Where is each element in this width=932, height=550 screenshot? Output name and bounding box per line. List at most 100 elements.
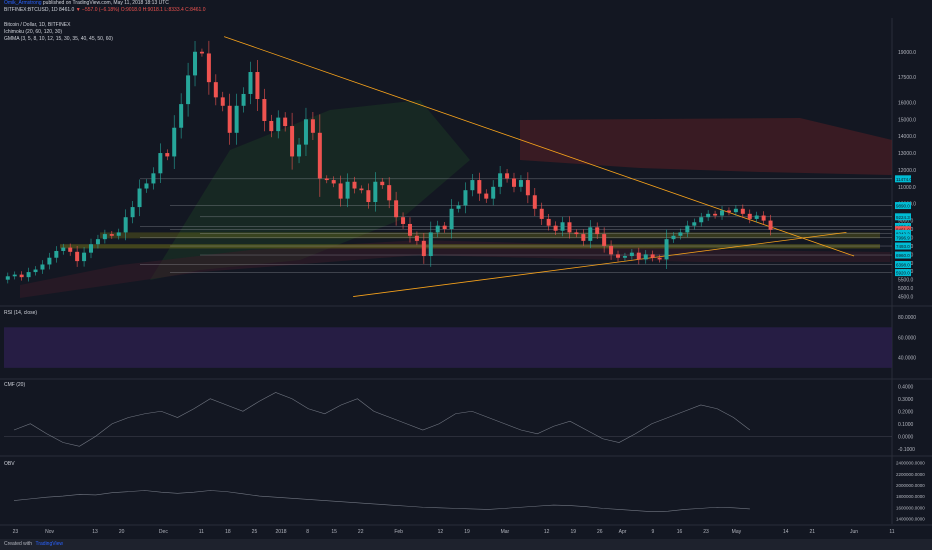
time-axis-label: 12 — [544, 529, 550, 535]
candle-body — [82, 252, 87, 262]
indicator-ichimoku[interactable]: Ichimoku (20, 60, 120, 30) — [4, 29, 63, 35]
candle-body — [345, 181, 350, 199]
ichimoku-cloud-red — [520, 118, 892, 175]
candle-body — [414, 235, 419, 241]
candle-body — [692, 222, 697, 226]
candle-body — [324, 178, 329, 181]
candle-body — [532, 195, 537, 209]
candle-body — [733, 208, 738, 213]
ichimoku-cloud-green — [150, 100, 470, 280]
candle-body — [331, 180, 336, 184]
candle-body — [678, 232, 683, 236]
price-axis-label: 4500.0 — [898, 295, 914, 301]
candle-body — [26, 272, 31, 278]
candle-body — [595, 227, 600, 235]
ohlc-text: O:9018.0 H:9018.1 L:8333.4 C:8461.0 — [120, 7, 206, 13]
price-level-label: 8242.2 — [896, 231, 910, 236]
obv-axis-label: 2000000.0000 — [896, 483, 925, 488]
published-text: published on TradingView.com, May 11, 20… — [42, 0, 169, 6]
candle-body — [546, 218, 551, 226]
candle-body — [283, 117, 288, 127]
symbol-line: BITFINEX:BTCUSD, 1D 8461.0 — [4, 7, 75, 13]
candle-body — [262, 99, 267, 121]
candle-body — [477, 180, 482, 194]
candle-body — [303, 119, 308, 145]
time-axis-label: 23 — [703, 529, 709, 535]
cmf-pane-label[interactable]: CMF (20) — [4, 382, 26, 388]
author-link[interactable]: Omik_Armstrong — [4, 0, 42, 6]
candle-body — [643, 254, 648, 260]
created-with-text: Created with — [4, 541, 33, 547]
candle-body — [144, 183, 149, 189]
candle-body — [338, 183, 343, 199]
candle-body — [12, 274, 17, 277]
price-level-tag — [895, 242, 911, 250]
candle-body — [428, 232, 433, 257]
price-level-tag — [895, 226, 911, 234]
candle-body — [68, 247, 73, 252]
cmf-axis-label: -0.1000 — [898, 447, 915, 453]
price-axis-label: 11000.0 — [898, 185, 916, 191]
time-axis-label: 8 — [306, 529, 309, 535]
obv-axis-label: 2200000.0000 — [896, 472, 925, 477]
candle-body — [234, 105, 239, 133]
candle-body — [172, 127, 177, 157]
price-level-label: 5920.0 — [896, 271, 910, 276]
time-axis-label: 26 — [597, 529, 603, 535]
candle-body — [248, 72, 253, 94]
descending-trendline — [223, 36, 855, 257]
resistance-zone — [100, 232, 880, 239]
candle-body — [95, 239, 100, 245]
candle-body — [137, 188, 142, 208]
rsi-axis-label: 80.0000 — [898, 315, 916, 321]
cmf-axis-label: 0.1000 — [898, 422, 914, 428]
candle-body — [622, 256, 627, 258]
time-axis-label: 18 — [225, 529, 231, 535]
time-axis-label: Nov — [45, 529, 54, 535]
candle-body — [768, 220, 773, 230]
candle-body — [206, 53, 211, 83]
obv-axis-label: 2400000.0000 — [896, 461, 925, 466]
candle-body — [713, 213, 718, 216]
rsi-pane-label[interactable]: RSI (14, close) — [4, 310, 38, 316]
candle-body — [109, 234, 114, 236]
candle-body — [213, 82, 218, 98]
candle-body — [151, 173, 156, 184]
candle-body — [754, 215, 759, 219]
price-axis-label: 5500.0 — [898, 278, 914, 284]
price-level-label: 6960.0 — [896, 253, 910, 258]
tradingview-logo[interactable]: TradingView — [35, 541, 63, 547]
time-axis-label: 20 — [119, 529, 125, 535]
candle-body — [290, 126, 295, 157]
candle-body — [706, 213, 711, 218]
candle-body — [359, 188, 364, 191]
rsi-band — [4, 327, 892, 368]
indicator-gmma[interactable]: GMMA (3, 5, 8, 10, 12, 15, 30, 35, 40, 4… — [4, 36, 113, 42]
time-axis-label: 14 — [783, 529, 789, 535]
obv-pane-label[interactable]: OBV — [4, 461, 15, 467]
candle-body — [581, 234, 586, 241]
candle-body — [54, 250, 59, 258]
candle-body — [456, 205, 461, 209]
candle-body — [747, 213, 752, 219]
candle-body — [33, 269, 38, 273]
candle-body — [498, 173, 503, 187]
rsi-axis-label: 40.0000 — [898, 356, 916, 362]
time-axis-label: Feb — [394, 529, 403, 535]
time-axis-label: 15 — [331, 529, 337, 535]
candle-body — [616, 254, 621, 258]
candle-body — [421, 240, 426, 257]
price-level-label: 7996.9 — [896, 236, 910, 241]
time-axis-label: 11 — [199, 529, 204, 535]
candle-body — [220, 97, 225, 106]
candle-body — [165, 153, 170, 157]
price-level-tag — [895, 213, 911, 221]
candle-body — [5, 276, 10, 280]
candle-body — [539, 208, 544, 219]
candle-body — [310, 119, 315, 133]
candle-body — [553, 225, 558, 231]
candle-body — [276, 117, 281, 132]
candle-body — [629, 252, 634, 257]
candle-body — [671, 235, 676, 240]
